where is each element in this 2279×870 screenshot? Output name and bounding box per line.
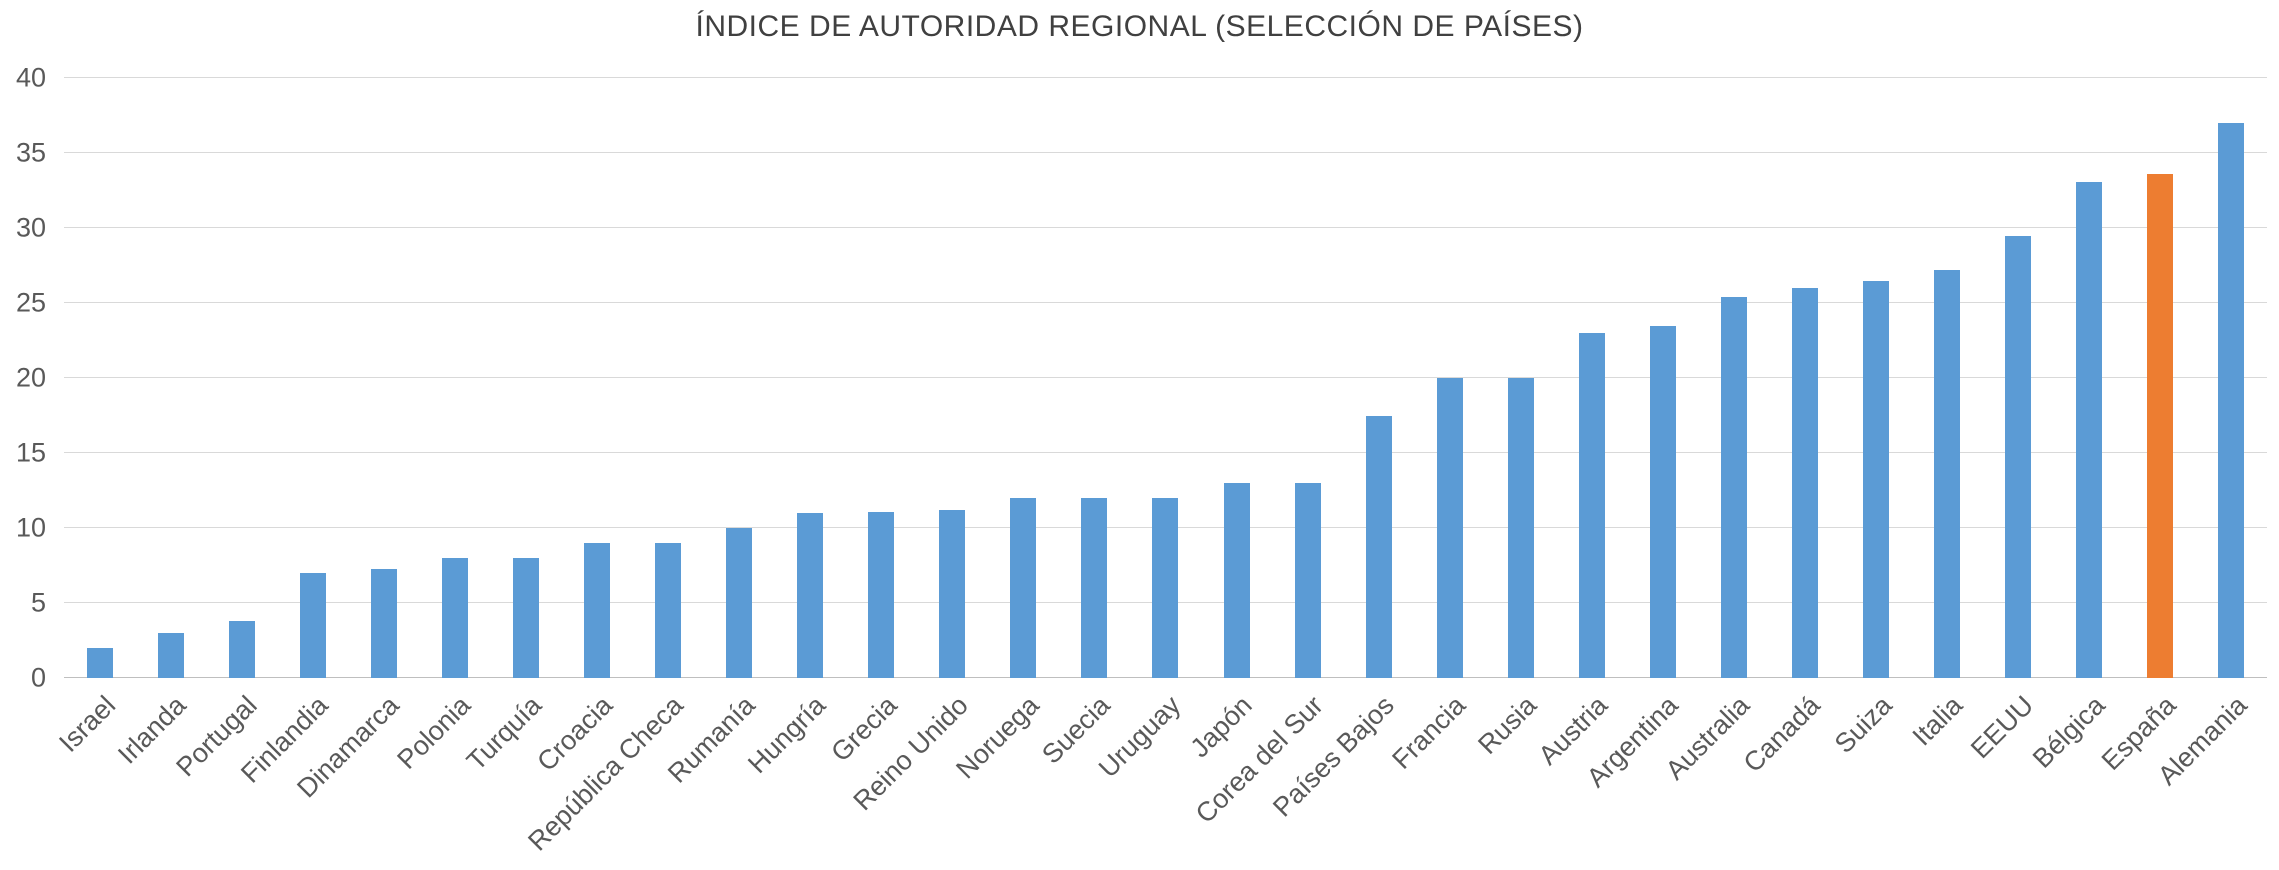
x-tick-slot: Hungría [742, 678, 846, 870]
bar-slot [1556, 78, 1627, 678]
bar-grecia [868, 511, 895, 678]
chart-title: ÍNDICE DE AUTORIDAD REGIONAL (SELECCIÓN … [695, 10, 1584, 43]
gridline [64, 227, 2267, 228]
x-tick-slot: Suiza [1828, 678, 1912, 870]
bar-slot [1272, 78, 1343, 678]
bar-turquía [512, 558, 539, 678]
y-tick-label: 10 [15, 512, 46, 543]
bar-slot [1201, 78, 1272, 678]
bar-francia [1436, 378, 1463, 678]
bar-corea-del-sur [1294, 483, 1321, 678]
bar-croacia [583, 543, 610, 678]
gridline [64, 152, 2267, 153]
bar-slot [1912, 78, 1983, 678]
bar-hungría [797, 513, 824, 678]
bar-slot [633, 78, 704, 678]
bar-australia [1720, 297, 1747, 678]
y-tick-label: 25 [15, 287, 46, 318]
bar-slot [1841, 78, 1912, 678]
bar-israel [86, 648, 113, 678]
y-tick-label: 0 [30, 662, 46, 693]
bar-españa [2147, 174, 2174, 678]
bar-slot [917, 78, 988, 678]
plot-area [64, 77, 2267, 678]
bar-slot [135, 78, 206, 678]
bar-slot [1130, 78, 1201, 678]
x-tick-label: Italia [1906, 690, 1969, 752]
bar-slot [1343, 78, 1414, 678]
gridline [64, 77, 2267, 78]
bar-slot [277, 78, 348, 678]
x-tick-slot: Rusia [1472, 678, 1556, 870]
bar-slot [1698, 78, 1769, 678]
x-tick-slot: Canadá [1738, 678, 1841, 870]
y-tick-label: 40 [15, 62, 46, 93]
bar-slot [1983, 78, 2054, 678]
bar-slot [1485, 78, 1556, 678]
x-tick-slot: Alemania [2152, 678, 2267, 870]
bar-slot [2196, 78, 2267, 678]
gridline [64, 302, 2267, 303]
x-tick-slot: Dinamarca [291, 678, 419, 870]
y-tick-label: 35 [15, 137, 46, 168]
bar-portugal [228, 621, 255, 678]
bar-finlandia [299, 573, 326, 678]
bar-suiza [1863, 280, 1890, 678]
x-tick-slot: Noruega [950, 678, 1059, 870]
bar-slot [775, 78, 846, 678]
bar-slot [988, 78, 1059, 678]
bar-austria [1578, 333, 1605, 678]
bar-países-bajos [1365, 415, 1392, 678]
bar-slot [561, 78, 632, 678]
bar-slot [1770, 78, 1841, 678]
bar-irlanda [157, 633, 184, 678]
y-axis: 0 5 10 15 20 25 30 35 40 [0, 63, 52, 693]
bar-slot [1627, 78, 1698, 678]
bar-slot [490, 78, 561, 678]
x-tick-slot: EEUU [1965, 678, 2054, 870]
bar-reino-unido [939, 510, 966, 678]
bar-canadá [1792, 288, 1819, 678]
bar-italia [1934, 270, 1961, 678]
bar-noruega [1010, 498, 1037, 678]
x-tick-slot: Israel [53, 678, 135, 870]
y-tick-label: 20 [15, 362, 46, 393]
y-tick-label: 15 [15, 437, 46, 468]
bar-slot [2054, 78, 2125, 678]
x-tick-slot: Países Bajos [1267, 678, 1414, 870]
bar-slot [1414, 78, 1485, 678]
bar-suecia [1081, 498, 1108, 678]
x-tick-slot: Uruguay [1093, 678, 1201, 870]
bar-dinamarca [370, 568, 397, 678]
bar-slot [64, 78, 135, 678]
x-tick-slot: Italia [1907, 678, 1983, 870]
x-axis: Israel Irlanda Portugal Finlandia Dinamarca P… [53, 678, 2267, 870]
bar-slot [1059, 78, 1130, 678]
bar-slot [348, 78, 419, 678]
bar-slot [704, 78, 775, 678]
x-tick-slot: Francia [1386, 678, 1485, 870]
bar-slot [846, 78, 917, 678]
bar-uruguay [1152, 498, 1179, 678]
bar-japón [1223, 483, 1250, 678]
bar-slot [206, 78, 277, 678]
bar-polonia [441, 558, 468, 678]
bar-slot [419, 78, 490, 678]
bar-slot [2125, 78, 2196, 678]
y-tick-label: 30 [15, 212, 46, 243]
bar-república-checa [655, 543, 682, 678]
y-tick-label: 5 [30, 587, 46, 618]
gridline [64, 452, 2267, 453]
bar-rusia [1507, 378, 1534, 678]
bar-alemania [2218, 123, 2245, 678]
bar-eeuu [2005, 235, 2032, 678]
bar-argentina [1649, 325, 1676, 678]
bars [64, 78, 2267, 678]
bar-bélgica [2076, 181, 2103, 678]
bar-rumanía [726, 528, 753, 678]
gridline [64, 377, 2267, 378]
